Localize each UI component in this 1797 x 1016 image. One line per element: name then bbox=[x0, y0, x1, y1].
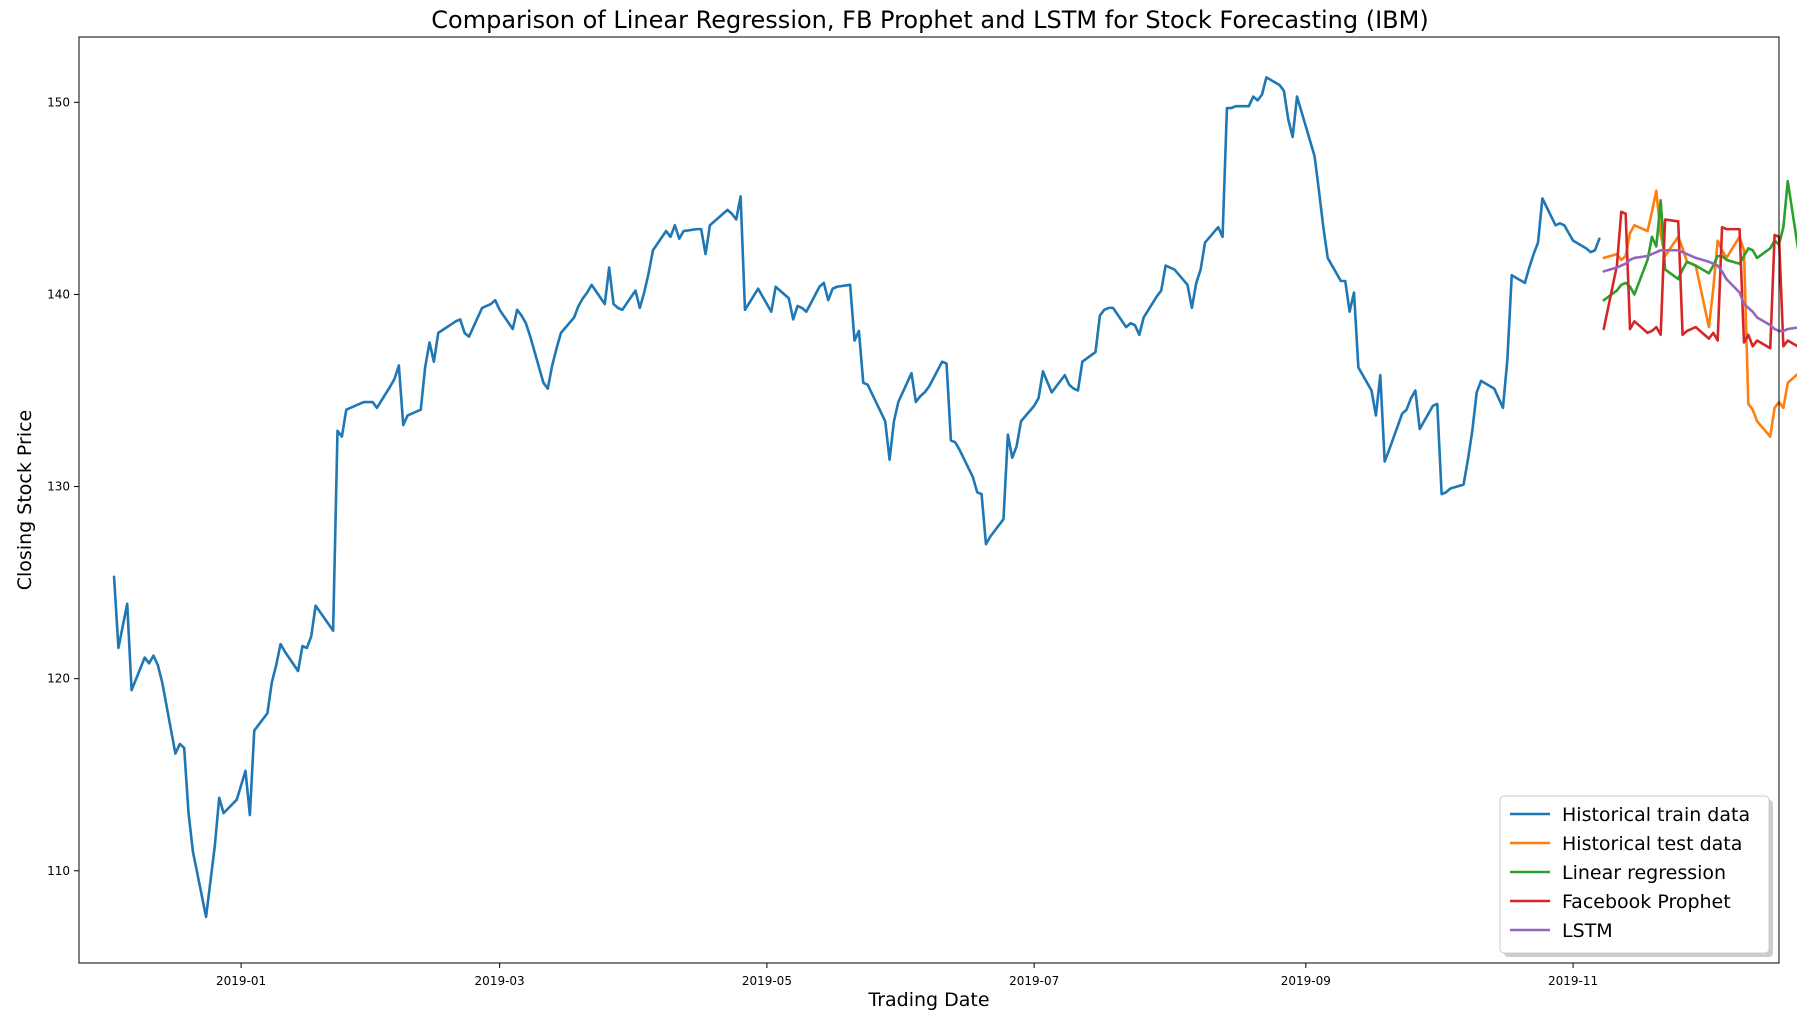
legend-label-linear-regression: Linear regression bbox=[1562, 862, 1726, 884]
legend-label-historical-train-data: Historical train data bbox=[1562, 804, 1750, 826]
x-tick-label: 2019-01 bbox=[216, 974, 266, 988]
y-tick-label: 120 bbox=[47, 672, 70, 686]
legend-box bbox=[1499, 795, 1770, 954]
x-tick-label: 2019-05 bbox=[742, 974, 792, 988]
plot-area bbox=[112, 76, 1797, 919]
series-line-historical-train-data bbox=[112, 76, 1601, 919]
x-tick-label: 2019-03 bbox=[475, 974, 525, 988]
axes: 2019-01 2019-03 2019-05 2019-07 2019-09 2019-… bbox=[47, 95, 1598, 988]
series-line-lstm bbox=[1602, 248, 1797, 333]
y-tick-label: 130 bbox=[47, 480, 70, 494]
legend-label-lstm: LSTM bbox=[1562, 920, 1613, 942]
x-tick-label: 2019-09 bbox=[1281, 974, 1331, 988]
y-tick-label: 140 bbox=[47, 287, 70, 301]
y-tick-label: 110 bbox=[47, 864, 70, 878]
x-tick-label: 2019-07 bbox=[1009, 974, 1059, 988]
legend: Historical train data Historical test dat… bbox=[1499, 795, 1773, 957]
plot-frame bbox=[78, 36, 1780, 964]
series-line-facebook-prophet bbox=[1602, 210, 1797, 350]
series-line-historical-test-data bbox=[1602, 189, 1797, 438]
chart-title: Comparison of Linear Regression, FB Prop… bbox=[431, 6, 1428, 34]
y-tick-label: 150 bbox=[47, 95, 70, 109]
y-axis-label: Closing Stock Price bbox=[14, 410, 36, 590]
x-axis-label: Trading Date bbox=[867, 989, 989, 1011]
legend-label-historical-test-data: Historical test data bbox=[1562, 833, 1742, 855]
legend-label-facebook-prophet: Facebook Prophet bbox=[1562, 891, 1731, 913]
x-tick-label: 2019-11 bbox=[1548, 974, 1598, 988]
